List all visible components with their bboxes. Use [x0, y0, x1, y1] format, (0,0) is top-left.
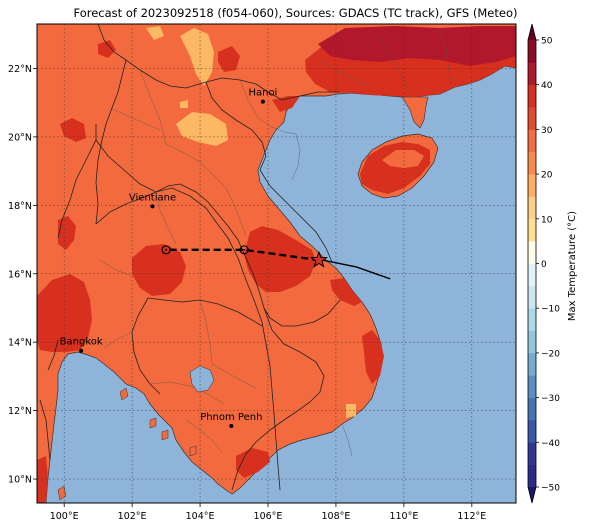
colorbar-band: [528, 352, 536, 376]
colorbar-tick-label: −30: [541, 394, 560, 404]
city-label: Bangkok: [60, 337, 103, 348]
colorbar-tick-label: −10: [541, 305, 560, 315]
colorbar-band: [528, 40, 536, 63]
city-label: Phnom Penh: [200, 412, 262, 423]
city-dot: [150, 204, 155, 209]
colorbar-tick-label: −40: [541, 439, 560, 449]
colorbar-band: [528, 174, 536, 197]
storm-star-icon: [309, 250, 328, 268]
city-dot: [229, 424, 234, 429]
cyclone-track: [161, 245, 391, 280]
lon-tick-label: 102°E: [118, 511, 147, 522]
lat-tick-label: 20°N: [8, 132, 32, 143]
province-borders: [99, 29, 453, 457]
colorbar-band: [528, 330, 536, 354]
lat-tick-label: 10°N: [8, 475, 32, 486]
lat-tick-label: 14°N: [8, 338, 32, 349]
longitude-ticks: 100°E 102°E 104°E 106°E 108°E 110°E 112°E: [50, 503, 486, 522]
tonle-sap-lake: [189, 365, 215, 393]
lon-tick-label: 100°E: [50, 511, 79, 522]
forecast-track-line: [166, 248, 320, 262]
city-dot: [260, 99, 265, 104]
colorbar-tick-label: −50: [541, 484, 560, 494]
gulf-islands: [57, 387, 197, 501]
colorbar-tick-label: 10: [541, 215, 553, 225]
country-borders: [39, 24, 341, 491]
lon-tick-label: 108°E: [322, 511, 351, 522]
colorbar-band: [528, 84, 536, 108]
map-frame: [36, 23, 517, 504]
colorbar-band: [528, 442, 536, 465]
colorbar-ticks: 50 40 30 20 10 0 −10 −20 −30 −40 −50: [536, 37, 560, 494]
map-area[interactable]: [37, 24, 516, 503]
leizhou-peninsula: [401, 96, 429, 129]
colorbar-tick-label: 0: [541, 260, 547, 270]
colorbar-band: [528, 419, 536, 443]
colorbar-extend-bottom: [528, 487, 536, 503]
colorbar-bands: [528, 40, 536, 488]
colorbar-band: [528, 218, 536, 242]
colorbar-extend-top: [528, 24, 536, 40]
city-label: Hanoi: [248, 88, 277, 99]
lon-tick-label: 106°E: [254, 511, 283, 522]
track-position-marker: [161, 245, 171, 255]
colorbar-band: [528, 62, 536, 85]
colorbar-tick-label: −20: [541, 349, 560, 359]
colorbar-band: [528, 263, 536, 287]
track-position-center: [165, 248, 167, 251]
lon-tick-label: 112°E: [457, 511, 486, 522]
track-position-center: [243, 248, 246, 251]
colorbar-band: [528, 375, 536, 398]
colorbar-label: Max Temperature (°C): [567, 211, 578, 321]
colorbar-band: [528, 397, 536, 421]
mekong-river: [95, 139, 281, 491]
colorbar-band: [528, 129, 536, 153]
latitude-ticks: 10°N 12°N 14°N 16°N 18°N 20°N 22°N: [8, 64, 37, 486]
colorbar: 50 40 30 20 10 0 −10 −20 −30 −40 −50 Max Temperatu…: [527, 23, 578, 504]
colorbar-tick-label: 50: [541, 37, 553, 47]
observed-track-line: [322, 259, 391, 280]
temperature-patches: [37, 26, 516, 503]
lat-tick-label: 18°N: [8, 201, 32, 212]
lat-tick-label: 12°N: [8, 406, 32, 417]
colorbar-tick-label: 20: [541, 171, 553, 181]
colorbar-band: [528, 285, 536, 309]
lon-tick-label: 110°E: [389, 511, 418, 522]
lon-tick-label: 104°E: [186, 511, 215, 522]
lat-tick-label: 16°N: [8, 269, 32, 280]
colorbar-band: [528, 464, 536, 488]
city-markers: Hanoi Vientiane Bangkok Phnom Penh: [60, 88, 277, 429]
city-label: Vientiane: [129, 192, 176, 203]
colorbar-band: [528, 308, 536, 331]
lat-tick-label: 22°N: [8, 64, 32, 75]
colorbar-band: [528, 151, 536, 175]
colorbar-band: [528, 107, 536, 130]
colorbar-tick-label: 30: [541, 126, 553, 136]
figure-title: Forecast of 2023092518 (f054-060), Sourc…: [74, 6, 518, 20]
track-position-marker: [239, 245, 249, 255]
colorbar-tick-label: 40: [541, 81, 553, 91]
colorbar-band: [528, 241, 536, 264]
colorbar-band: [528, 196, 536, 220]
city-dot: [79, 348, 84, 353]
